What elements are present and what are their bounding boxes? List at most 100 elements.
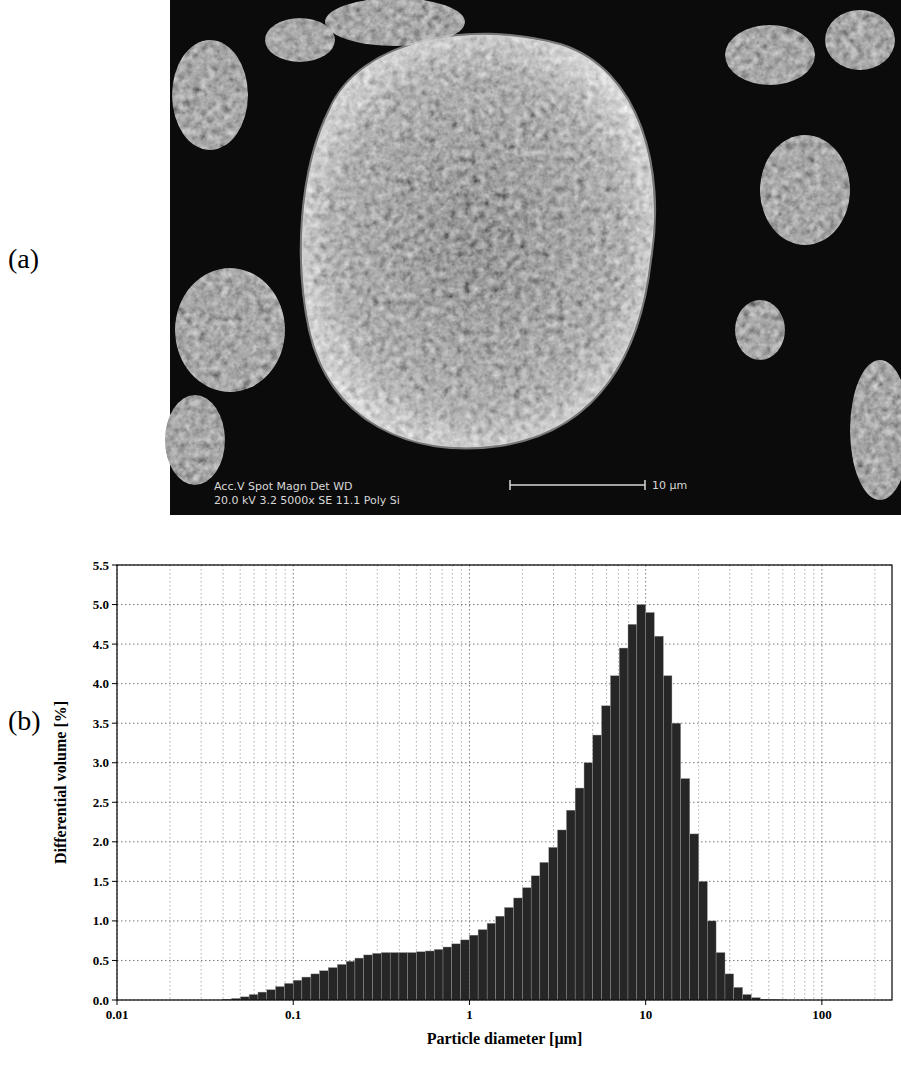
histogram-bar — [531, 876, 540, 1000]
x-tick — [821, 1000, 822, 1005]
histogram-bar — [408, 953, 417, 1000]
sem-small-particle — [175, 268, 285, 392]
histogram-bar — [478, 930, 487, 1000]
sem-main-particle — [302, 35, 654, 448]
histogram-bar — [681, 779, 690, 1000]
sem-small-particle — [265, 18, 335, 62]
grid-line-x — [293, 565, 294, 1000]
grid-line-y — [117, 644, 892, 645]
histogram-bar — [293, 980, 302, 1000]
histogram-bar — [566, 810, 575, 1000]
histogram-bar — [743, 994, 752, 1000]
grid-line-y — [117, 604, 892, 605]
histogram-bar — [249, 994, 258, 1000]
grid-line-y — [117, 723, 892, 724]
scale-bar-end — [644, 480, 646, 490]
histogram-bar — [461, 940, 470, 1000]
y-tick — [112, 920, 117, 921]
sem-small-particle — [850, 360, 901, 500]
y-tick — [112, 723, 117, 724]
grid — [117, 565, 892, 1000]
histogram-bar — [364, 955, 373, 1000]
histogram-bar — [663, 676, 672, 1000]
minor-grid-line — [782, 565, 783, 1000]
y-tick-label: 4.5 — [93, 637, 110, 652]
grid-line-y — [117, 881, 892, 882]
grid-line-x — [469, 565, 470, 1000]
histogram-bar — [443, 947, 452, 1000]
histogram-bar — [654, 636, 663, 1000]
grid-line-y — [117, 683, 892, 684]
histogram-bar — [452, 944, 461, 1000]
y-tick-label: 1.0 — [93, 913, 109, 928]
sem-small-particle — [172, 40, 248, 150]
minor-grid-line — [442, 565, 443, 1000]
sem-small-particle — [760, 135, 850, 245]
histogram-bar — [593, 735, 602, 1000]
minor-grid-line — [170, 565, 171, 1000]
grid-line-x — [821, 565, 822, 1000]
histogram-bar — [320, 971, 329, 1000]
sem-particle-edge — [302, 35, 654, 448]
histogram-bar — [628, 624, 637, 1000]
y-tick — [112, 565, 117, 566]
histogram-bar — [549, 847, 558, 1000]
histogram-bar — [584, 763, 593, 1000]
figure: Acc.V Spot Magn Det WD20.0 kV 3.2 5000x … — [0, 0, 901, 1082]
histogram-bar — [619, 648, 628, 1000]
grid-line-y — [117, 762, 892, 763]
histogram-bar — [672, 723, 681, 1000]
plot-background — [117, 565, 892, 1000]
minor-grid-line — [768, 565, 769, 1000]
histogram-bar — [487, 923, 496, 1000]
histogram-bar — [725, 974, 734, 1000]
minor-grid-line — [254, 565, 255, 1000]
minor-grid-line — [240, 565, 241, 1000]
panel-label: (a) — [8, 243, 39, 274]
histogram-bar — [496, 916, 505, 1000]
y-tick — [112, 1000, 117, 1001]
bars — [223, 605, 787, 1000]
y-tick — [112, 762, 117, 763]
histogram-bar — [646, 612, 655, 1000]
sem-background — [170, 0, 901, 515]
histogram-bar — [276, 987, 285, 1000]
histogram-bar — [390, 953, 399, 1000]
y-axis-title: Differential volume [%] — [52, 701, 69, 864]
y-tick — [112, 802, 117, 803]
histogram-bar — [258, 992, 267, 1000]
histogram-bar — [328, 968, 337, 1000]
x-tick — [645, 1000, 646, 1005]
scale-bar — [510, 484, 645, 486]
histogram-bar — [337, 964, 346, 1000]
grid-line-y — [117, 802, 892, 803]
minor-grid-line — [813, 565, 814, 1000]
minor-grid-line — [794, 565, 795, 1000]
histogram-bar — [302, 977, 311, 1000]
x-tick — [117, 1000, 118, 1005]
minor-grid-line — [804, 565, 805, 1000]
histogram-bar — [602, 706, 611, 1000]
minor-grid-line — [430, 565, 431, 1000]
y-tick-label: 1.5 — [93, 874, 110, 889]
histogram-bar — [267, 990, 276, 1000]
histogram-bar — [557, 830, 566, 1000]
histogram-bar — [522, 888, 531, 1000]
minor-grid-line — [452, 565, 453, 1000]
histogram-bar — [690, 834, 699, 1000]
y-tick-label: 5.0 — [93, 597, 109, 612]
minor-grid-line — [223, 565, 224, 1000]
histogram-bar — [469, 935, 478, 1000]
minor-grid-line — [276, 565, 277, 1000]
y-tick — [112, 644, 117, 645]
sem-small-particle — [725, 25, 815, 85]
histogram-bar — [514, 898, 523, 1000]
histogram-bar — [425, 951, 434, 1000]
histogram-bar — [434, 949, 443, 1000]
minor-grid-line — [265, 565, 266, 1000]
y-tick-label: 3.5 — [93, 716, 110, 731]
histogram-bar — [734, 987, 743, 1000]
minor-grid-line — [416, 565, 417, 1000]
histogram-bar — [610, 676, 619, 1000]
sem-small-particle — [165, 395, 225, 485]
